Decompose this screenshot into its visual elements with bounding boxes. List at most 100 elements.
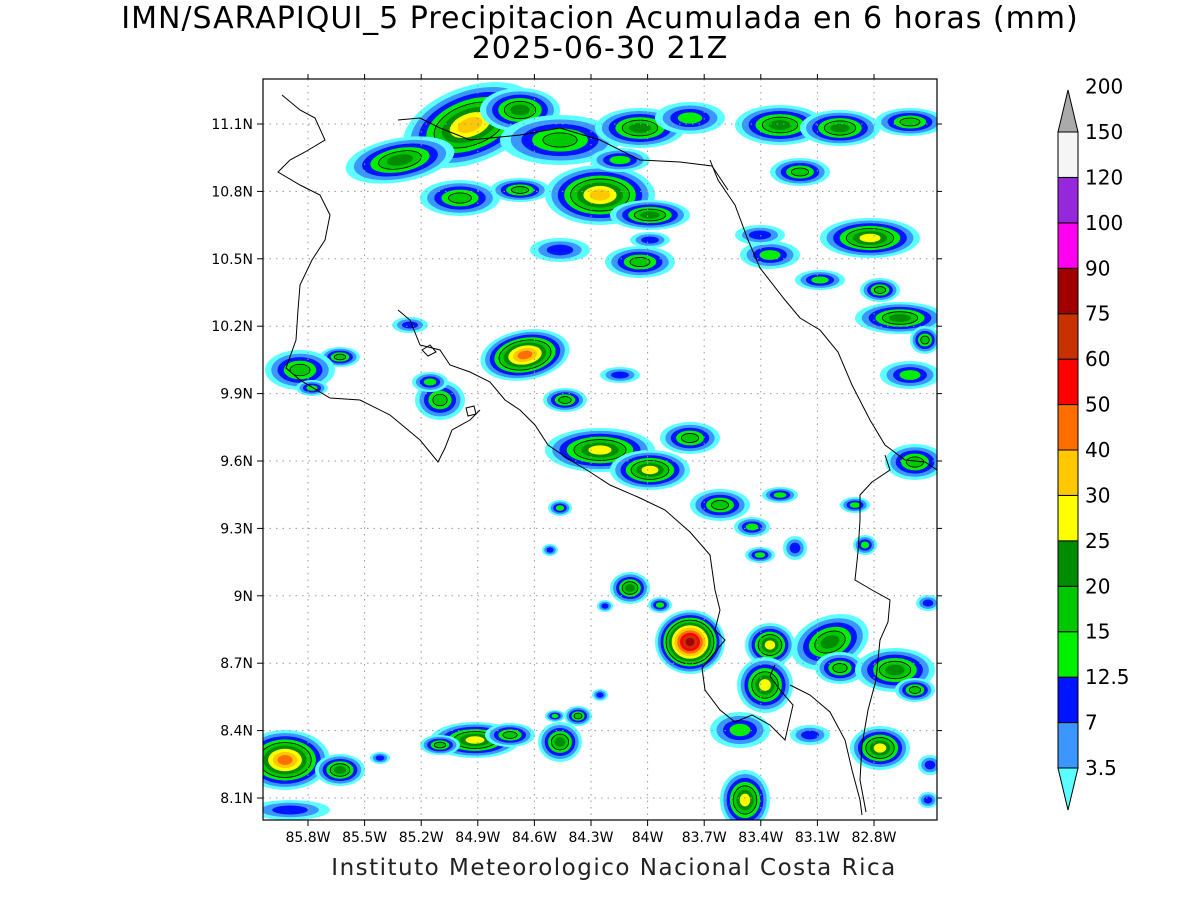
precip-cell: [392, 317, 428, 333]
lat-tick-label: 10.8N: [211, 184, 253, 200]
precip-cell: [860, 278, 900, 302]
precip-cell: [855, 302, 937, 334]
precip-cell: [538, 722, 582, 762]
colorbar-label: 25: [1085, 529, 1110, 553]
lat-tick-label: 8.1N: [220, 791, 253, 807]
precip-cell: [600, 367, 640, 383]
lon-tick-label: 83.7W: [682, 830, 727, 846]
colorbar-label: 100: [1085, 211, 1123, 235]
precip-cell: [542, 544, 558, 556]
precip-cell: [795, 270, 845, 290]
precip-cell: [791, 613, 869, 671]
precip-cell: [263, 730, 330, 790]
precip-cell: [790, 725, 830, 745]
lat-tick-label: 8.4N: [220, 724, 253, 740]
precip-cell: [735, 225, 785, 245]
precip-cell: [737, 657, 793, 713]
colorbar-segment: [1057, 540, 1079, 587]
precip-cell: [916, 595, 937, 611]
precip-cell: [420, 180, 500, 216]
precip-cell: [710, 712, 770, 748]
precip-cell: [918, 755, 937, 775]
precip-cell: [740, 241, 800, 269]
precip-cell: [734, 517, 770, 537]
colorbar-label: 20: [1085, 574, 1110, 598]
colorbar-label: 12.5: [1085, 665, 1130, 689]
colorbar-label: 90: [1085, 256, 1110, 280]
precip-cell: [370, 752, 390, 764]
precip-cell: [564, 706, 592, 726]
precip-cell: [412, 372, 448, 392]
precipitation-field: [263, 82, 937, 820]
colorbar-label: 30: [1085, 483, 1110, 507]
precip-cell: [815, 652, 865, 684]
axes: 85.8W 85.5W 85.2W 84.9W 84.6W 84.3W 84W 83.7W 83…: [211, 74, 942, 846]
precip-cell: [548, 500, 572, 516]
precip-cell: [265, 350, 335, 390]
precip-cell: [720, 770, 770, 820]
precip-cell: [655, 610, 725, 674]
precip-cell: [762, 487, 798, 503]
precip-cell: [263, 800, 330, 820]
precip-cell: [918, 792, 937, 808]
lon-tick-label: 82.8W: [851, 830, 896, 846]
precip-cell: [853, 535, 877, 555]
colorbar-segment: [1057, 404, 1079, 451]
precip-cell: [592, 689, 608, 701]
lon-tick-label: 83.4W: [738, 830, 783, 846]
lon-tick-label: 84.9W: [455, 830, 500, 846]
colorbar-segment: [1057, 631, 1079, 678]
precip-cell: [485, 723, 535, 747]
colorbar-segment: [1057, 585, 1079, 633]
precip-cell: [597, 600, 613, 612]
precip-cell: [840, 497, 870, 513]
colorbar-label: 200: [1085, 75, 1123, 99]
colorbar: 3.5 7 12.5 15 20 25 30 40 50 60 75 90 100 120 150 200: [1057, 75, 1130, 811]
colorbar-segment: [1057, 313, 1079, 360]
precip-cell: [875, 108, 937, 136]
colorbar-segment: [1057, 131, 1079, 178]
precip-cell: [605, 246, 675, 278]
precip-cell: [735, 105, 825, 145]
precip-cell: [910, 326, 937, 354]
colorbar-label: 3.5: [1085, 756, 1117, 780]
precip-cell: [745, 547, 775, 563]
colorbar-label: 50: [1085, 393, 1110, 417]
colorbar-segment: [1057, 449, 1079, 496]
precip-cell: [820, 218, 920, 258]
precip-cell: [545, 710, 565, 722]
lat-tick-label: 10.5N: [211, 252, 253, 268]
lon-tick-label: 84W: [632, 830, 664, 846]
colorbar-segment: [1057, 722, 1079, 769]
lat-tick-label: 11.1N: [211, 117, 253, 133]
precip-cell: [500, 115, 620, 165]
colorbar-label: 120: [1085, 165, 1123, 189]
lon-tick-label: 85.8W: [285, 830, 330, 846]
colorbar-segment: [1057, 676, 1079, 724]
lon-tick-label: 84.3W: [568, 830, 613, 846]
precip-cell: [480, 329, 570, 381]
colorbar-label: 150: [1085, 120, 1123, 144]
precip-cell: [660, 422, 720, 454]
colorbar-label: 7: [1085, 711, 1098, 735]
footer-credit: Instituto Meteorologico Nacional Costa R…: [331, 855, 897, 881]
precip-cell: [315, 754, 365, 786]
lat-tick-label: 9.6N: [220, 454, 253, 470]
lon-tick-label: 83.1W: [795, 830, 840, 846]
coastlines-borders: [277, 94, 937, 816]
precip-cell: [745, 623, 795, 667]
lat-tick-label: 9.9N: [220, 387, 253, 403]
colorbar-segment: [1057, 267, 1079, 315]
precip-cell: [880, 361, 937, 389]
map-datetime: 2025-06-30 21Z: [471, 31, 729, 66]
colorbar-segment: [1057, 222, 1079, 269]
lat-lon-grid: [263, 79, 937, 820]
lat-tick-label: 9.3N: [220, 521, 253, 537]
precip-cell: [320, 347, 360, 367]
precip-cell: [895, 678, 935, 702]
colorbar-min-triangle: [1057, 767, 1079, 811]
colorbar-segment: [1057, 494, 1079, 542]
precip-cell: [630, 232, 670, 248]
colorbar-label: 15: [1085, 620, 1110, 644]
